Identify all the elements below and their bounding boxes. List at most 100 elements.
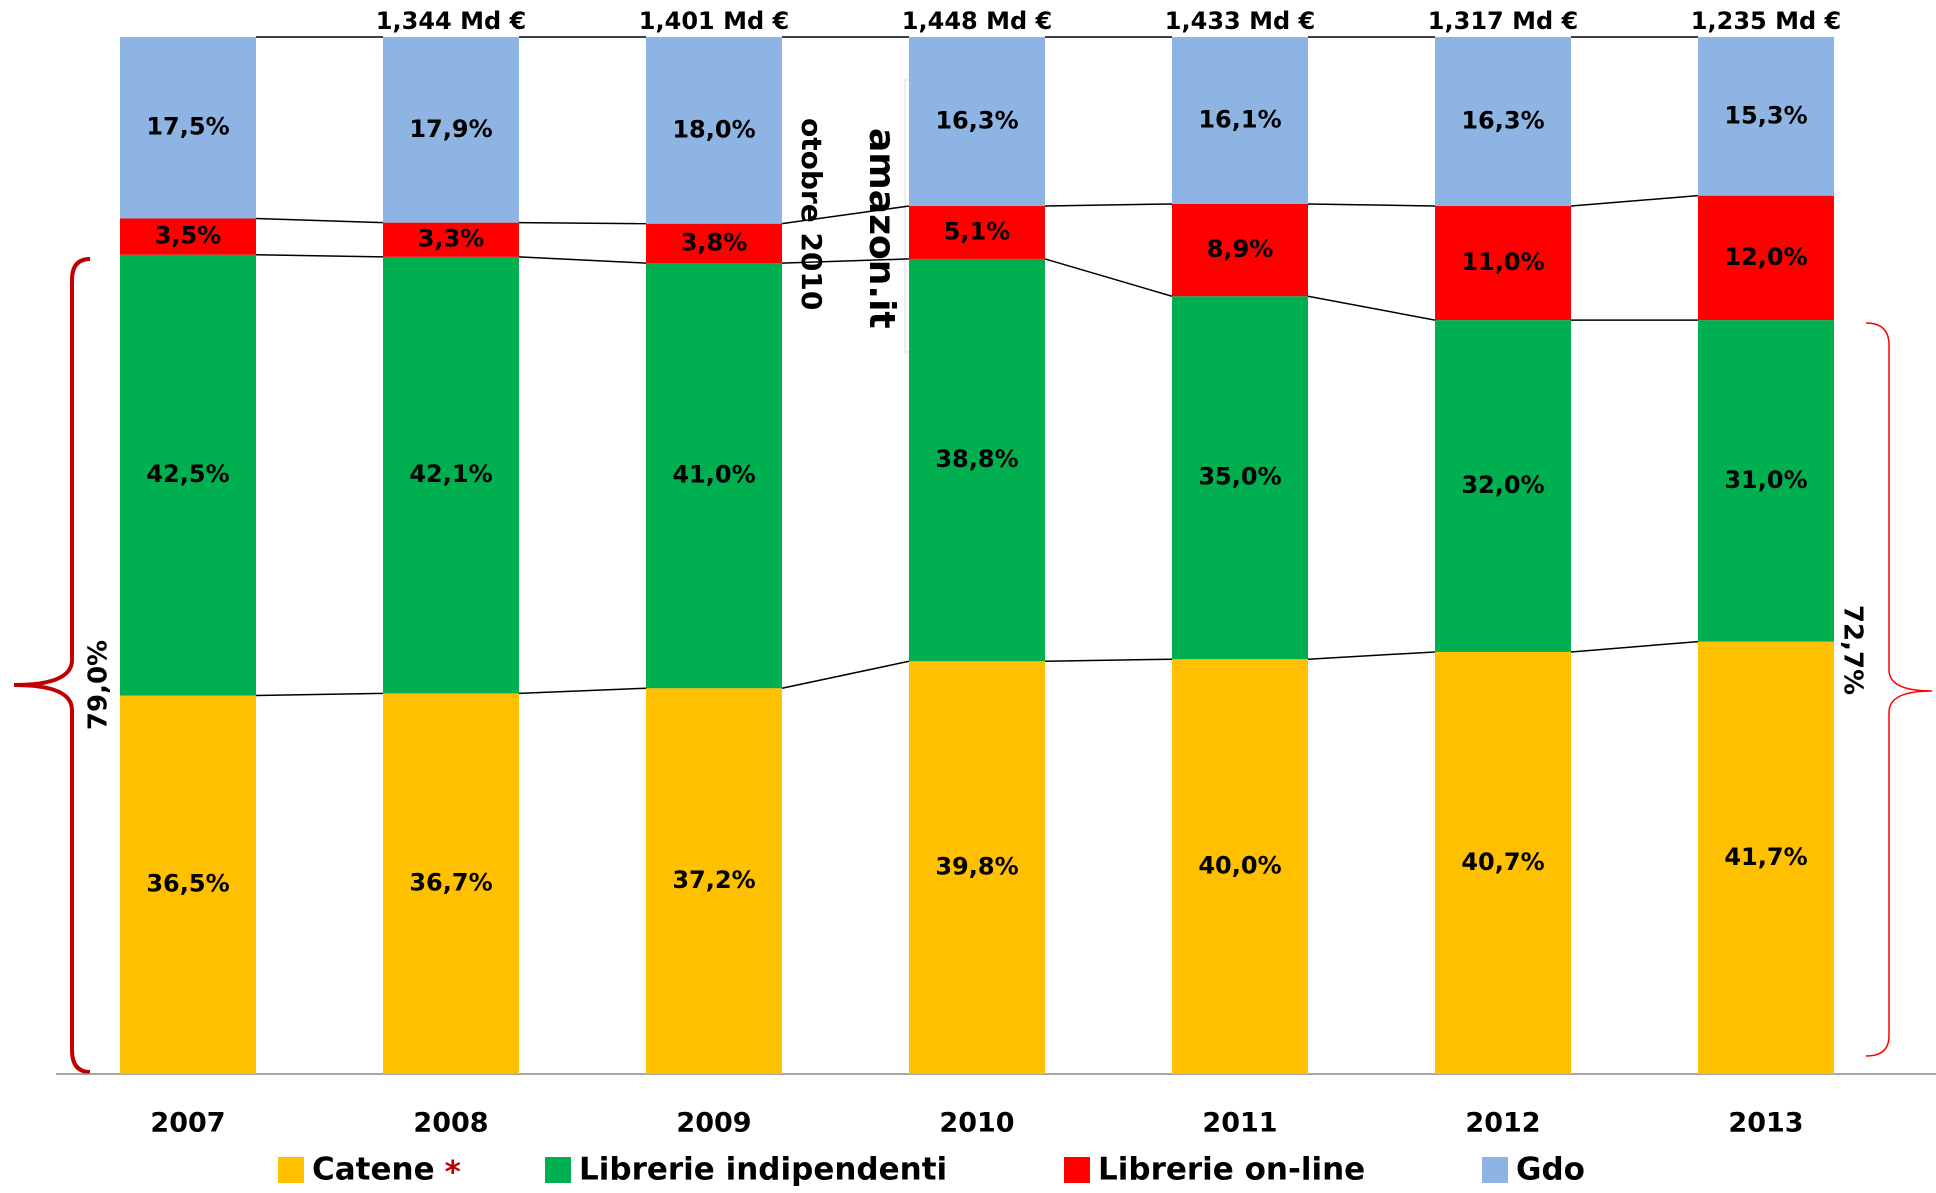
legend-swatch <box>278 1157 304 1183</box>
value-label: 41,7% <box>1724 843 1807 871</box>
value-label: 36,7% <box>409 869 492 897</box>
connector <box>1307 651 1436 660</box>
bar-segment <box>120 37 256 219</box>
bar-segment <box>1172 37 1308 204</box>
value-label: 17,5% <box>146 113 229 141</box>
connector <box>255 254 384 258</box>
x-tick-label: 2008 <box>413 1108 488 1139</box>
legend-label: Librerie indipendenti <box>579 1152 947 1188</box>
bar-segment <box>1698 320 1834 642</box>
value-label: 3,8% <box>681 228 748 256</box>
legend-note: * <box>445 1155 461 1191</box>
connector <box>1044 203 1173 207</box>
legend-label: Gdo <box>1516 1152 1585 1188</box>
value-label: 42,5% <box>146 460 229 488</box>
connector <box>1570 194 1699 207</box>
connector <box>255 692 384 697</box>
connector <box>781 258 910 264</box>
value-label: 16,3% <box>1461 107 1544 135</box>
value-label: 16,1% <box>1198 105 1281 133</box>
left-brace-label: 79,0% <box>84 640 114 730</box>
bar-segment <box>383 693 519 1074</box>
value-label: 16,3% <box>935 107 1018 135</box>
connector <box>1044 258 1173 297</box>
bar-segment <box>1172 203 1308 297</box>
bar-segment <box>1435 206 1571 321</box>
bar-segment <box>1698 641 1834 1074</box>
total-label: 1,401 Md € <box>639 7 789 35</box>
total-label: 1,235 Md € <box>1691 7 1841 35</box>
bar-segment <box>646 37 782 224</box>
value-label: 41,0% <box>672 461 755 489</box>
bar-segment <box>646 688 782 1074</box>
bar-segment <box>909 37 1045 207</box>
logo-text: amazon.it <box>861 128 902 329</box>
value-label: 15,3% <box>1724 101 1807 129</box>
bar-segment <box>120 695 256 1074</box>
connector <box>1307 295 1436 321</box>
bar-segment <box>1435 320 1571 652</box>
x-tick-label: 2011 <box>1202 1108 1277 1139</box>
bar-segment <box>1172 659 1308 1074</box>
connector <box>781 660 910 689</box>
value-label: 39,8% <box>935 853 1018 881</box>
legend-swatch <box>1064 1157 1090 1183</box>
bar-segment <box>1435 37 1571 207</box>
value-label: 3,3% <box>418 225 485 253</box>
x-tick-label: 2007 <box>150 1108 225 1139</box>
right-brace-label: 72,7% <box>1838 605 1868 695</box>
total-label: 1,448 Md € <box>902 7 1052 35</box>
value-label: 18,0% <box>672 115 755 143</box>
value-label: 42,1% <box>409 460 492 488</box>
bar-segment <box>383 222 519 257</box>
connector <box>1307 203 1436 207</box>
connector <box>518 256 647 264</box>
value-label: 35,0% <box>1198 463 1281 491</box>
total-label: 1,344 Md € <box>376 7 526 35</box>
value-label: 32,0% <box>1461 471 1544 499</box>
connector <box>1570 640 1699 653</box>
total-label: 1,317 Md € <box>1428 7 1578 35</box>
legend-swatch <box>545 1157 571 1183</box>
value-label: 3,5% <box>155 222 222 250</box>
legend-swatch <box>1482 1157 1508 1183</box>
connector <box>518 221 647 225</box>
x-tick-label: 2009 <box>676 1108 751 1139</box>
connector <box>781 205 910 225</box>
bar-segment <box>1698 37 1834 196</box>
bar-segment <box>383 256 519 694</box>
bar-segment <box>1172 296 1308 660</box>
x-tick-label: 2013 <box>1728 1108 1803 1139</box>
x-tick-label: 2010 <box>939 1108 1014 1139</box>
value-label: 11,0% <box>1461 248 1544 276</box>
value-label: 40,7% <box>1461 848 1544 876</box>
value-label: 17,9% <box>409 115 492 143</box>
total-label: 1,433 Md € <box>1165 7 1315 35</box>
value-label: 8,9% <box>1207 235 1274 263</box>
bar-segment <box>1698 195 1834 321</box>
x-tick-label: 2012 <box>1465 1108 1540 1139</box>
value-label: 38,8% <box>935 445 1018 473</box>
value-label: 37,2% <box>672 866 755 894</box>
bar-segment <box>1435 651 1571 1074</box>
value-label: 40,0% <box>1198 852 1281 880</box>
left-brace <box>13 257 91 1074</box>
bar-segment <box>383 37 519 223</box>
bar-segment <box>646 223 782 264</box>
connector <box>518 687 647 695</box>
legend-label: Catene <box>312 1152 435 1188</box>
legend-label: Librerie on-line <box>1098 1152 1365 1188</box>
bar-segment <box>909 661 1045 1074</box>
connector <box>1044 658 1173 663</box>
connector <box>255 217 384 224</box>
event-label: otobre 2010 <box>795 118 828 310</box>
bar-segment <box>120 254 256 696</box>
right-brace <box>1865 322 1933 1057</box>
bar-segment <box>909 206 1045 259</box>
value-label: 12,0% <box>1724 243 1807 271</box>
bar-segment <box>120 218 256 255</box>
value-label: 36,5% <box>146 870 229 898</box>
value-label: 5,1% <box>944 217 1011 245</box>
bar-segment <box>909 258 1045 662</box>
